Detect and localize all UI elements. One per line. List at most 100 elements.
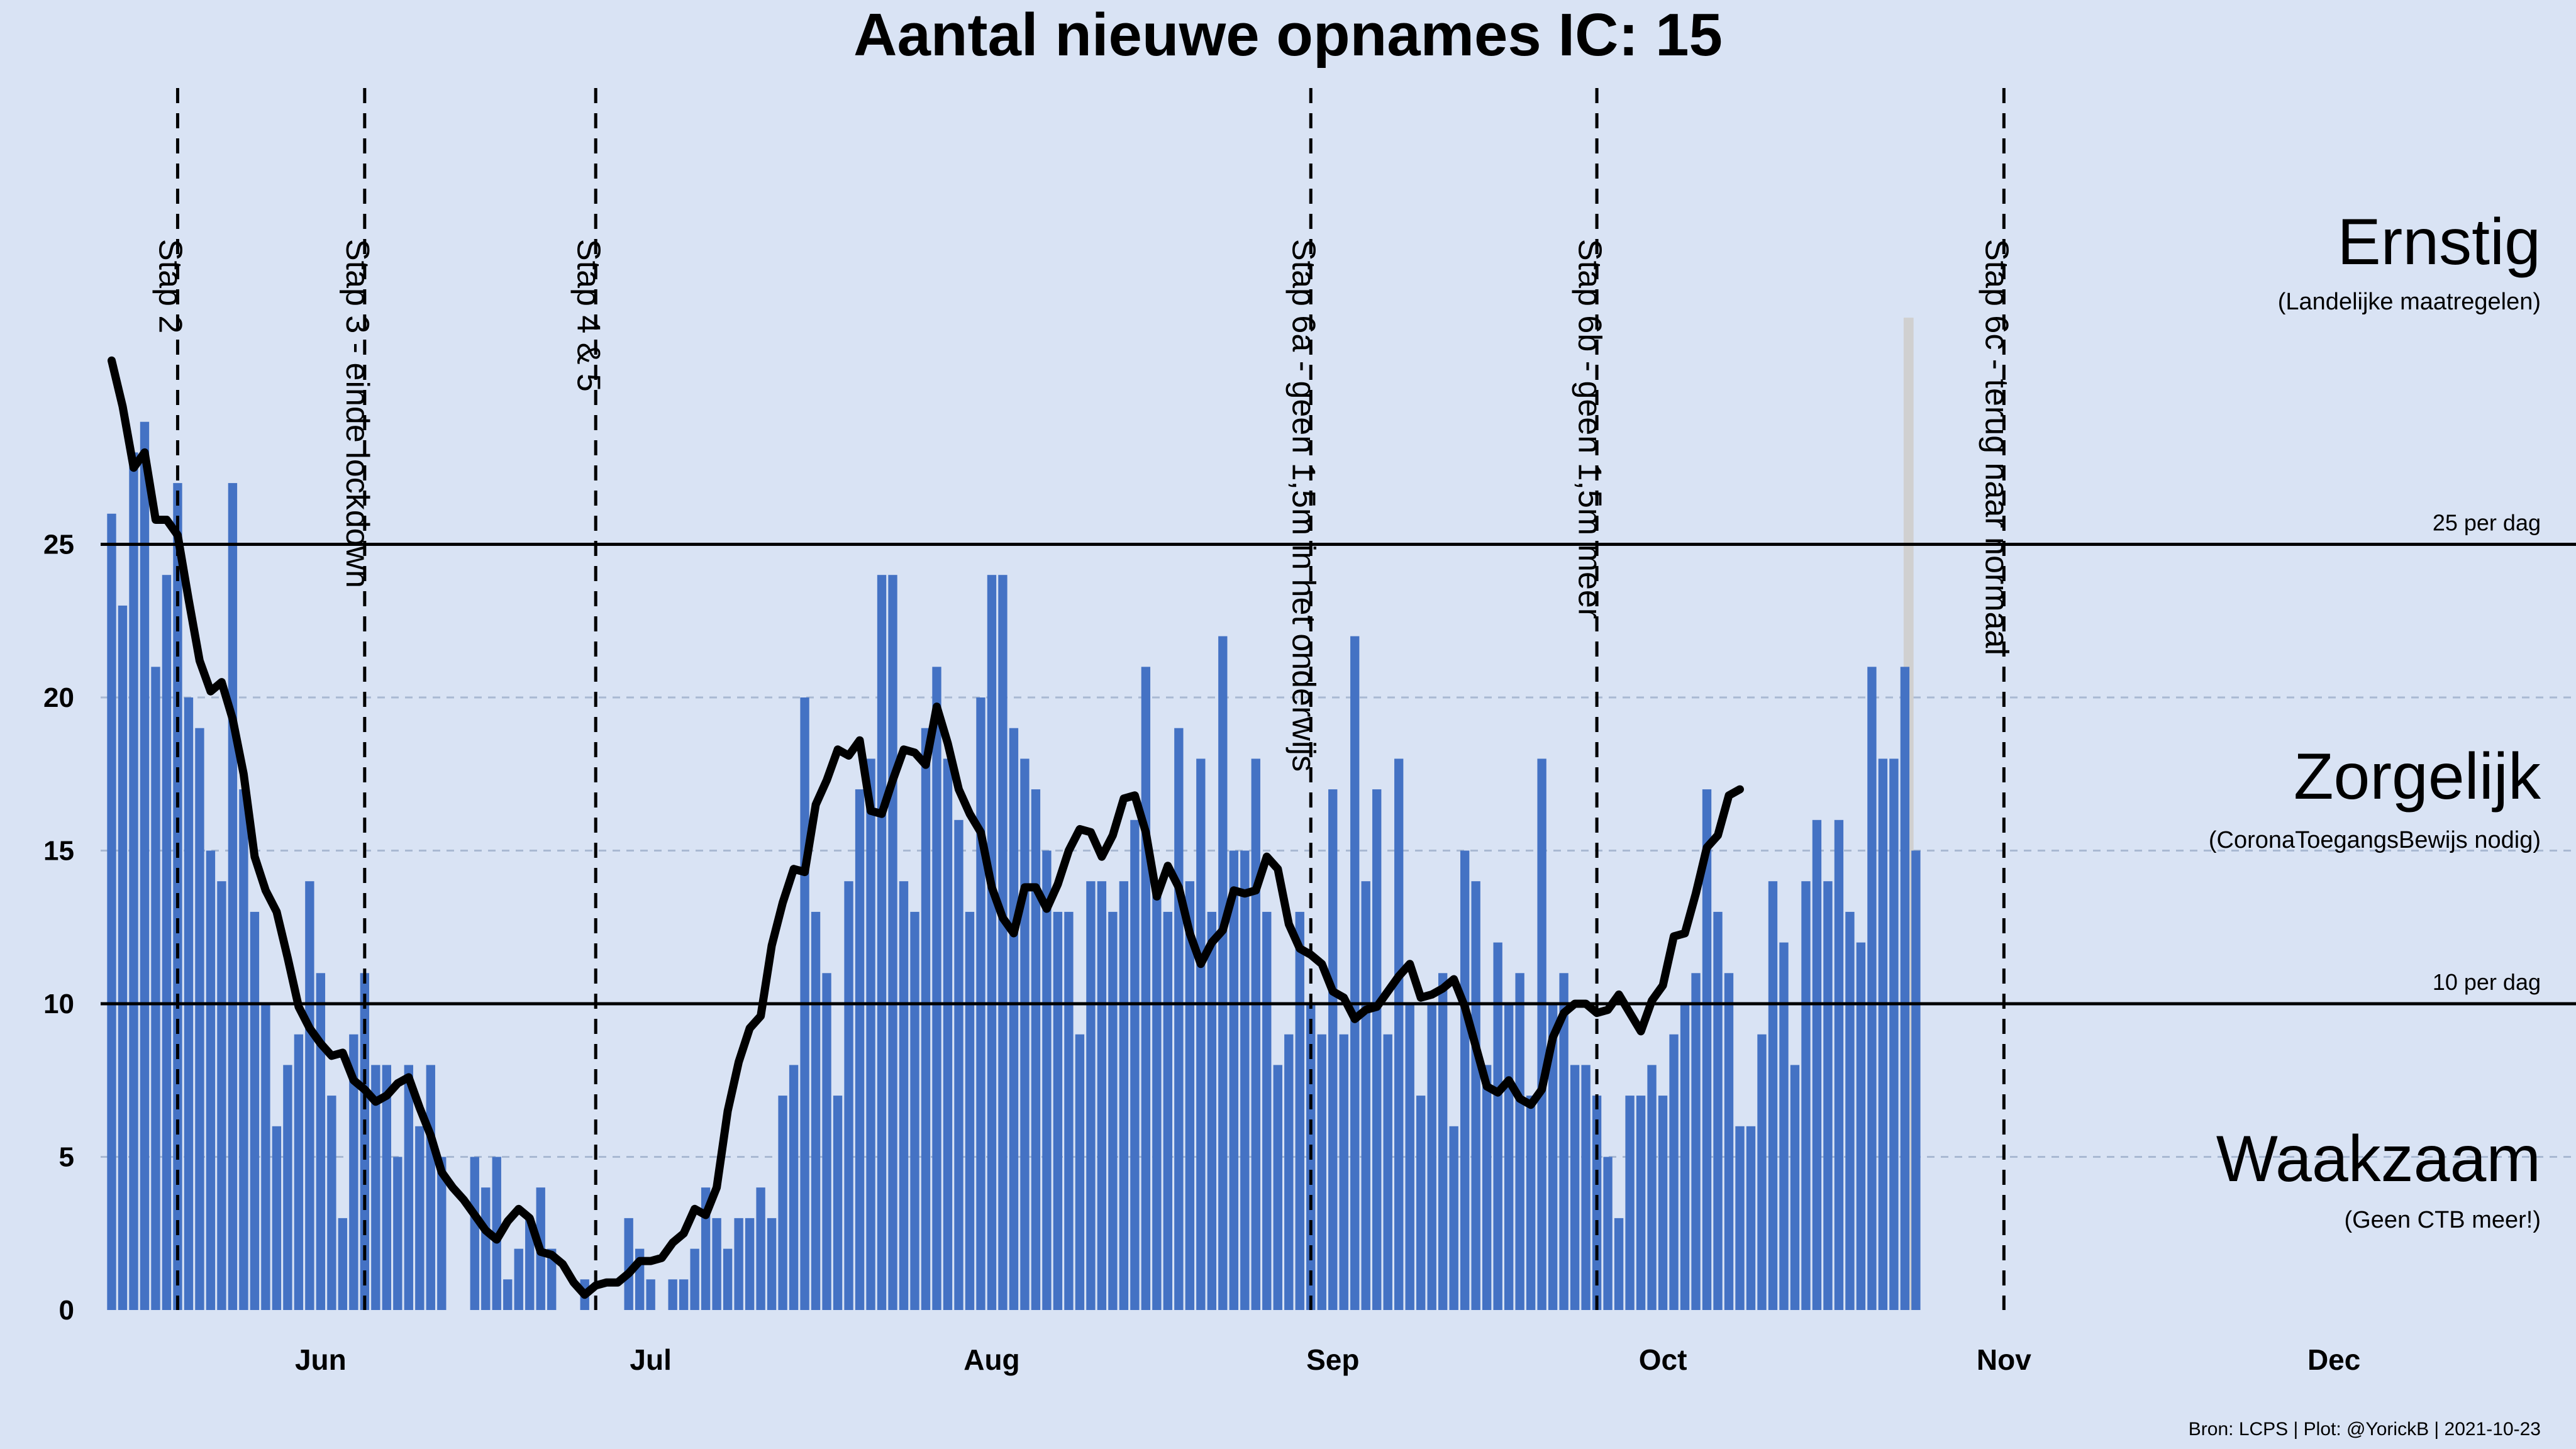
bar — [1427, 1004, 1436, 1310]
bar — [1504, 1004, 1514, 1310]
bar — [1878, 758, 1888, 1310]
bar — [1482, 1065, 1492, 1310]
bar — [1713, 911, 1723, 1310]
bar — [1603, 1157, 1613, 1310]
bar — [118, 605, 128, 1310]
bar — [624, 1218, 633, 1310]
bar — [437, 1157, 447, 1310]
bar — [866, 758, 875, 1310]
bar — [745, 1218, 755, 1310]
bar — [877, 575, 887, 1311]
bar — [1372, 789, 1382, 1310]
bar — [206, 850, 216, 1310]
bar — [1779, 942, 1789, 1310]
bar — [140, 421, 150, 1311]
bar — [1900, 667, 1910, 1310]
bar — [1031, 789, 1041, 1310]
bar — [1152, 881, 1162, 1310]
bar — [1856, 942, 1866, 1310]
event-label: Stap 6b - geen 1,5m meer — [1571, 239, 1607, 619]
bar — [1746, 1126, 1756, 1310]
bar — [767, 1218, 777, 1310]
bar — [107, 513, 116, 1310]
bar — [272, 1126, 282, 1310]
bar — [1823, 881, 1833, 1310]
bar — [1075, 1034, 1085, 1310]
bar — [1526, 1096, 1536, 1310]
bar — [1812, 819, 1822, 1310]
bar — [1240, 850, 1250, 1310]
bar — [1845, 911, 1855, 1310]
bar — [1735, 1126, 1745, 1310]
zone-label: Ernstig — [2337, 206, 2541, 279]
bar — [1163, 911, 1173, 1310]
bar — [1086, 881, 1096, 1310]
bar — [1174, 728, 1184, 1310]
bar — [756, 1187, 765, 1310]
bar — [283, 1065, 292, 1310]
bar — [888, 575, 897, 1311]
bar — [470, 1157, 479, 1310]
threshold-label: 25 per dag — [2433, 510, 2541, 536]
bar — [679, 1279, 689, 1310]
bar — [404, 1065, 413, 1310]
bar — [943, 758, 953, 1310]
bar — [1317, 1034, 1326, 1310]
bar — [525, 1218, 535, 1310]
bar — [1064, 911, 1074, 1310]
zone-sublabel: (CoronaToegangsBewijs nodig) — [2209, 827, 2541, 853]
bar — [921, 728, 931, 1310]
bar — [1251, 758, 1260, 1310]
rolling-average-path — [108, 356, 1744, 1299]
bar — [932, 667, 941, 1310]
bar — [1405, 1004, 1414, 1310]
zone-sublabel: (Landelijke maatregelen) — [2278, 289, 2541, 315]
bar — [360, 973, 370, 1310]
y-axis-ticks: 0 5 10 15 20 25 — [43, 530, 74, 1326]
bar — [1229, 850, 1238, 1310]
y-tick-label: 10 — [43, 989, 74, 1019]
bar — [646, 1279, 655, 1310]
bar — [547, 1248, 557, 1310]
bar — [1537, 758, 1546, 1310]
bar — [1680, 1004, 1690, 1310]
bar — [1768, 881, 1778, 1310]
bar — [294, 1034, 304, 1310]
bar — [1614, 1218, 1624, 1310]
bar — [1515, 973, 1524, 1310]
y-tick-label: 0 — [59, 1295, 74, 1326]
bar — [1625, 1096, 1635, 1310]
zone-sublabel: (Geen CTB meer!) — [2344, 1207, 2541, 1233]
bar — [316, 973, 326, 1310]
bar — [1691, 973, 1701, 1310]
bar — [1042, 850, 1052, 1310]
gridlines — [101, 696, 2576, 1158]
rolling-average-line — [108, 356, 1744, 1299]
y-tick-label: 5 — [59, 1142, 74, 1173]
zone-label: Waakzaam — [2216, 1123, 2541, 1196]
bar — [844, 881, 853, 1310]
bar — [1911, 850, 1921, 1310]
bar — [987, 575, 997, 1311]
bar — [1889, 758, 1899, 1310]
bar — [1658, 1096, 1668, 1310]
bar — [371, 1065, 380, 1310]
bar — [481, 1187, 491, 1310]
bar — [1273, 1065, 1282, 1310]
bar — [1438, 973, 1448, 1310]
bar — [1053, 911, 1063, 1310]
x-tick-label: Oct — [1639, 1343, 1687, 1376]
bar — [415, 1126, 425, 1310]
threshold-label: 10 per dag — [2433, 969, 2541, 995]
bar — [668, 1279, 677, 1310]
bar — [965, 911, 975, 1310]
bar — [426, 1065, 435, 1310]
bar — [195, 728, 204, 1310]
bar — [250, 911, 260, 1310]
bar — [162, 575, 172, 1311]
x-tick-label: Aug — [963, 1343, 1019, 1376]
bar — [899, 881, 909, 1310]
bar — [1020, 758, 1030, 1310]
bar — [1669, 1034, 1679, 1310]
